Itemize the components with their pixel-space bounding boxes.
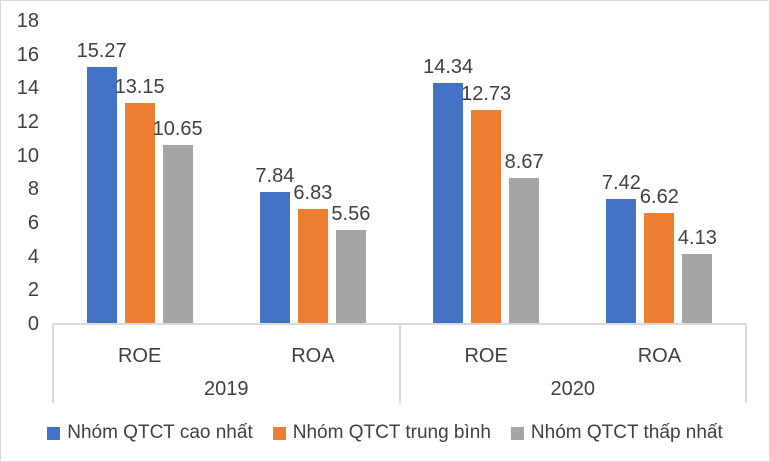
bar-series3-group2 xyxy=(335,230,366,324)
legend-item-average: Nhóm QTCT trung bình xyxy=(272,422,491,444)
bar-series3-group3 xyxy=(509,178,540,324)
bar-value-label: 8.67 xyxy=(504,151,544,174)
bar-series2-group2 xyxy=(297,209,328,324)
bar-value-label: 14.34 xyxy=(423,55,474,78)
bar-series2-group3 xyxy=(471,109,502,324)
y-tick-label: 2 xyxy=(27,279,39,302)
x-category-label: ROE xyxy=(464,345,508,367)
legend-label-lowest: Nhóm QTCT thấp nhất xyxy=(530,422,723,443)
x-category-label: ROA xyxy=(291,345,335,367)
bar-value-label: 7.84 xyxy=(255,165,295,188)
bar-series3-group1 xyxy=(162,144,193,324)
bar-value-label: 6.62 xyxy=(639,185,679,208)
bar-series1-group4 xyxy=(606,199,637,324)
bar-series2-group1 xyxy=(124,102,155,324)
x-year-label: 2019 xyxy=(204,378,249,400)
category-separator-line-3 xyxy=(745,324,747,403)
legend-swatch-highest xyxy=(47,426,61,440)
bar-value-label: 12.73 xyxy=(461,82,512,105)
y-tick-label: 6 xyxy=(27,212,39,234)
y-tick-label: 0 xyxy=(27,313,39,335)
y-tick-label: 18 xyxy=(16,10,39,32)
bar-value-label: 13.15 xyxy=(114,75,165,98)
y-tick-label: 8 xyxy=(27,178,39,201)
bar-value-label: 4.13 xyxy=(677,227,717,250)
category-separator-line-2 xyxy=(398,324,401,403)
legend-swatch-lowest xyxy=(510,426,524,440)
bar-series1-group2 xyxy=(259,192,290,324)
bar-value-label: 15.27 xyxy=(76,39,127,62)
y-tick-label: 16 xyxy=(16,43,39,66)
legend: Nhóm QTCT cao nhất Nhóm QTCT trung bình … xyxy=(1,418,769,448)
bar-value-label: 10.65 xyxy=(152,117,203,140)
legend-label-highest: Nhóm QTCT cao nhất xyxy=(67,422,253,443)
y-tick-label: 12 xyxy=(16,111,39,133)
bar-series1-group3 xyxy=(433,82,464,324)
x-category-label: ROE xyxy=(117,345,162,367)
bar-series2-group4 xyxy=(644,212,675,324)
bar-series1-group1 xyxy=(86,66,117,324)
bar-value-label: 7.42 xyxy=(601,172,641,195)
legend-item-lowest: Nhóm QTCT thấp nhất xyxy=(510,422,723,444)
bar-value-label: 6.83 xyxy=(293,182,333,205)
legend-item-highest: Nhóm QTCT cao nhất xyxy=(47,422,253,444)
category-separator-line-1 xyxy=(52,324,54,403)
legend-swatch-average xyxy=(272,426,286,440)
x-year-label: 2020 xyxy=(550,378,596,400)
legend-label-average: Nhóm QTCT trung bình xyxy=(292,422,491,443)
y-tick-label: 14 xyxy=(16,77,39,100)
bar-series3-group4 xyxy=(682,254,713,324)
bar-value-label: 5.56 xyxy=(331,203,371,226)
y-tick-label: 4 xyxy=(27,245,39,268)
x-category-label: ROA xyxy=(637,345,682,367)
y-tick-label: 10 xyxy=(16,144,39,167)
